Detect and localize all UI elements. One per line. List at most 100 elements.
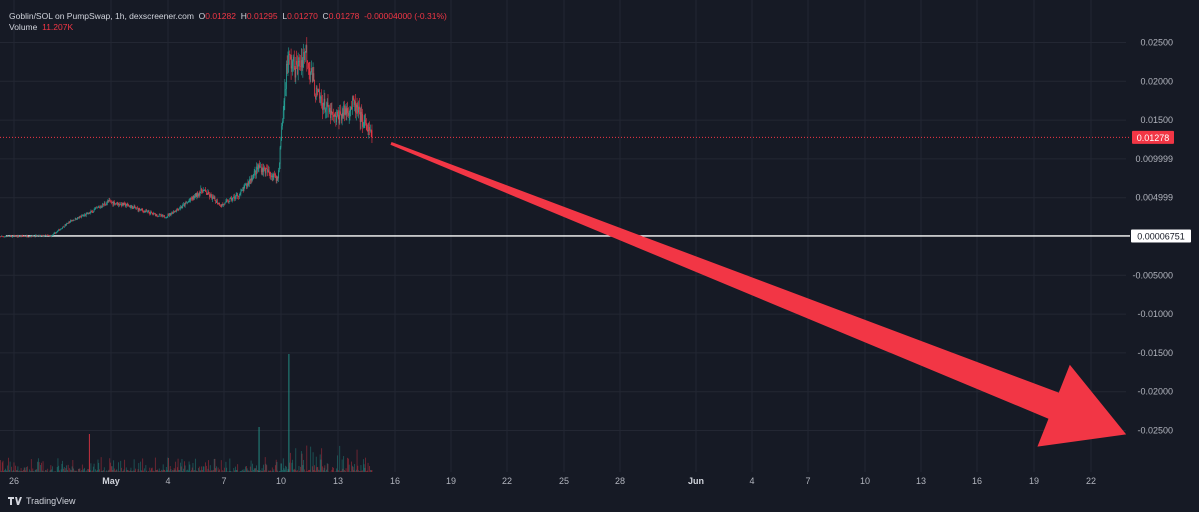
volume-bar	[282, 458, 284, 472]
volume-bar	[142, 458, 144, 472]
volume-bar	[362, 470, 363, 472]
candle-body	[282, 121, 283, 127]
volume-bar	[326, 469, 327, 472]
candle-body	[172, 211, 174, 214]
volume-bar	[169, 470, 170, 472]
candle-body	[26, 235, 28, 237]
candle-body	[70, 220, 72, 221]
candle-body	[219, 202, 221, 206]
candle-body	[370, 129, 371, 131]
candle-body	[187, 201, 189, 203]
candle-body	[36, 235, 38, 237]
candle-body	[286, 64, 288, 65]
volume-bar	[150, 470, 151, 472]
close-value: 0.01278	[328, 11, 360, 21]
volume-bar	[122, 470, 124, 472]
volume-bar	[217, 467, 219, 472]
volume-bar	[36, 469, 38, 472]
candle-body	[122, 202, 124, 206]
candle-body	[79, 216, 81, 218]
candle-body	[8, 236, 10, 237]
candle-body	[97, 207, 99, 208]
candle-body	[23, 236, 25, 237]
volume-bar	[308, 470, 309, 472]
candle-body	[299, 61, 301, 66]
candle-body	[192, 196, 194, 199]
candle-body	[206, 194, 208, 195]
candle-body	[25, 236, 27, 238]
volume-bar	[281, 463, 283, 472]
candle-body	[298, 61, 300, 62]
volume-bar	[264, 470, 265, 472]
volume-bar	[352, 466, 354, 472]
candle-body	[7, 235, 9, 237]
candle-body	[322, 105, 324, 111]
candle-body	[220, 205, 221, 207]
candle-body	[80, 216, 82, 218]
volume-bar	[66, 465, 67, 472]
volume-bar	[235, 470, 237, 472]
candle-body	[158, 215, 159, 217]
volume-bar	[262, 470, 264, 472]
y-tick-label: 0.02000	[1140, 76, 1173, 86]
candle-body	[154, 213, 156, 216]
candle-body	[120, 203, 122, 205]
candle-body	[347, 108, 348, 113]
candle-body	[119, 204, 121, 206]
candle-body	[251, 178, 253, 180]
candle-body	[365, 120, 367, 124]
candle-body	[224, 202, 226, 205]
volume-bar	[319, 470, 320, 472]
volume-bar	[201, 466, 202, 472]
candle-body	[104, 203, 106, 205]
candle-body	[226, 200, 228, 201]
volume-bar	[22, 470, 23, 472]
volume-bar	[251, 470, 253, 472]
volume-bar	[255, 467, 257, 472]
volume-bar	[38, 462, 40, 472]
x-tick-label: 26	[9, 476, 19, 486]
volume-bar	[249, 470, 250, 472]
candle-body	[166, 216, 168, 218]
volume-bar	[254, 468, 256, 472]
volume-bar	[121, 467, 122, 472]
candle-body	[278, 170, 279, 179]
volume-bar	[62, 460, 64, 472]
volume-bar	[261, 468, 263, 472]
volume-bar	[159, 470, 161, 472]
candle-body	[307, 60, 308, 63]
volume-bar	[348, 464, 350, 472]
volume-bar	[202, 466, 204, 472]
candle-body	[89, 212, 91, 214]
volume-bar	[195, 470, 197, 472]
volume-bar	[284, 469, 286, 472]
volume-bar	[271, 467, 273, 472]
volume-bar	[79, 468, 81, 472]
low-value: 0.01270	[287, 11, 318, 21]
candle-body	[136, 207, 138, 209]
candle-body	[5, 236, 7, 237]
candle-body	[182, 204, 184, 207]
volume-bar	[90, 463, 92, 472]
volume-bar	[365, 457, 367, 472]
tradingview-logo[interactable]: TradingView	[8, 496, 76, 506]
volume-bar	[188, 461, 190, 472]
candle-body	[118, 203, 119, 205]
volume-bar	[172, 470, 173, 472]
candle-body	[328, 105, 330, 113]
candle-body	[271, 175, 273, 178]
candle-body	[208, 192, 210, 195]
volume-bar	[134, 470, 136, 472]
volume-bar	[21, 471, 23, 472]
volume-bar	[347, 457, 348, 472]
volume-bar	[369, 466, 370, 472]
candle-body	[318, 89, 319, 93]
volume-bar	[180, 462, 181, 472]
candle-body	[370, 129, 372, 131]
volume-bar	[205, 462, 206, 472]
volume-bar	[95, 469, 96, 472]
candle-body	[357, 107, 359, 113]
volume-bar	[42, 461, 44, 472]
candle-body	[325, 109, 326, 112]
